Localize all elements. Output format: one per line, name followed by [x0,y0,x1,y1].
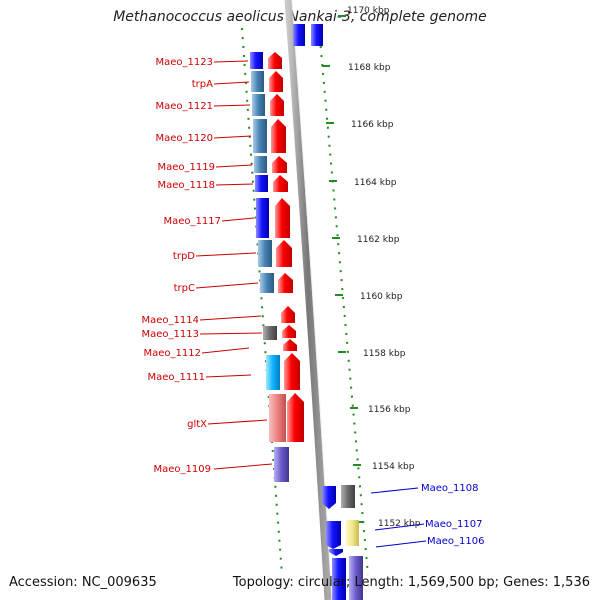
gene-label-trpc[interactable]: trpC [174,283,195,294]
gene-label-maeo-1117[interactable]: Maeo_1117 [164,216,221,227]
gene-label-maeo-1121[interactable]: Maeo_1121 [156,101,213,112]
gene-box-maeo-1109 [274,447,289,482]
gene-maeo-1108-arrow [322,486,336,509]
genome-summary-text: Topology: circular; Length: 1,569,500 bp… [232,575,590,590]
scale-label-1160: 1160 kbp [360,292,403,302]
forward-strand-genes [268,52,304,442]
scale-ticks [322,15,364,523]
gene-label-maeo-1123[interactable]: Maeo_1123 [156,57,213,68]
gene-box-trpd [258,240,272,267]
left-gene-labels: Maeo_1123 trpA Maeo_1121 Maeo_1120 Maeo_… [142,57,221,475]
gene-box-maeo-1119 [254,156,267,173]
scale-label-1156: 1156 kbp [368,405,411,415]
gene-box-gltx [269,394,286,442]
left-gene-boxes [250,52,289,482]
scale-label-1158: 1158 kbp [363,349,406,359]
gene-maeo-1107-arrow [326,521,341,549]
gene-label-trpd[interactable]: trpD [173,251,195,262]
top-gene-a [293,24,305,46]
gene-box-maeo-1120 [253,119,267,153]
right-label-leaders [370,487,427,548]
scale-label-1164: 1164 kbp [354,178,397,188]
top-gene-b [311,24,323,46]
gene-label-maeo-1106[interactable]: Maeo_1106 [427,536,484,547]
right-gene-labels: Maeo_1108 Maeo_1107 Maeo_1106 [421,483,484,547]
gene-box-trpa [251,71,264,92]
scale-label-1168: 1168 kbp [348,63,391,73]
gene-label-maeo-1118[interactable]: Maeo_1118 [158,180,215,191]
gene-box-maeo-1111 [266,355,280,390]
gene-label-maeo-1107[interactable]: Maeo_1107 [425,519,482,530]
gene-maeo-1107-box [346,520,359,546]
gene-box-maeo-1123 [250,52,263,69]
gene-maeo-1108-box [341,485,355,508]
gene-box-maeo-1118 [255,175,268,192]
left-label-leaders [195,60,273,470]
gene-box-maeo-1121 [252,94,265,116]
accession-text: Accession: NC_009635 [9,575,157,590]
gene-box-maeo-1113 [263,326,277,340]
scale-labels: 1170 kbp 1168 kbp 1166 kbp 1164 kbp 1162… [347,6,421,529]
scale-label-1170: 1170 kbp [347,6,390,16]
gene-label-maeo-1120[interactable]: Maeo_1120 [156,133,213,144]
gene-bottom-a [332,558,346,600]
gene-label-maeo-1109[interactable]: Maeo_1109 [154,464,211,475]
right-dotted-ruler [318,27,369,576]
scale-label-1152: 1152 kbp [378,519,421,529]
gene-label-maeo-1114[interactable]: Maeo_1114 [142,315,199,326]
gene-bottom-b [349,556,363,600]
gene-label-maeo-1119[interactable]: Maeo_1119 [158,162,215,173]
gene-label-maeo-1113[interactable]: Maeo_1113 [142,329,199,340]
gene-box-trpc [260,273,274,293]
reverse-strand-genes [322,485,363,600]
scale-label-1154: 1154 kbp [372,462,415,472]
gene-label-maeo-1108[interactable]: Maeo_1108 [421,483,478,494]
gene-label-maeo-1112[interactable]: Maeo_1112 [144,348,201,359]
genome-backbone-edge [291,0,333,600]
gene-box-maeo-1117 [256,198,269,238]
gene-label-maeo-1111[interactable]: Maeo_1111 [148,372,205,383]
genome-backbone [284,0,332,600]
scale-label-1166: 1166 kbp [351,120,394,130]
gene-label-trpa[interactable]: trpA [192,79,213,90]
map-title: Methanococcus aeolicus Nankai-3, complet… [113,9,487,25]
scale-label-1162: 1162 kbp [357,235,400,245]
gene-maeo-1106-arrow [329,549,343,556]
gene-label-gltx[interactable]: gltX [187,419,207,430]
